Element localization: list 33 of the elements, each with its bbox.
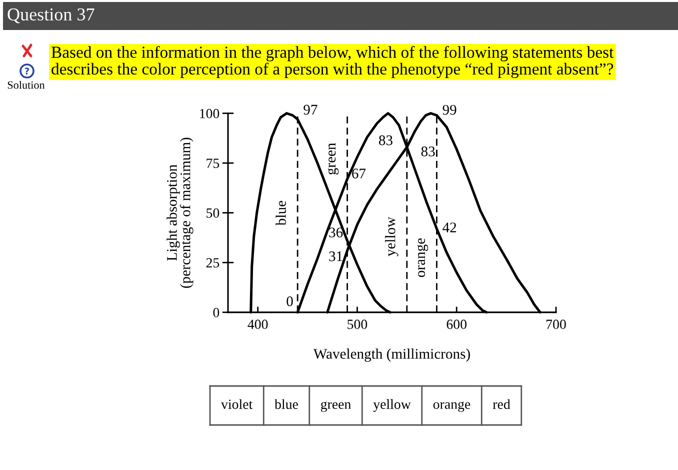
annotation: 42 [442,222,456,232]
x-tick-label: 600 [446,320,466,330]
text: red [492,399,510,409]
text: yellow [373,399,411,412]
y-axis-title: Light absorption (percentage of maximum) [166,138,194,288]
chart-subtitle: Based on the information in the graph below, which of the following statements best describes the color perception of a person with the phenotype “red pigment absent”? [51,46,614,78]
annotation: 67 [352,168,366,178]
y-tick-label: 25 [206,258,220,268]
y-tick-label: 100 [200,108,220,118]
text: orange [433,402,470,412]
ref-line-label: blue [276,200,286,226]
annotation: 97 [304,104,318,115]
x-axis-title: Wavelength (millimicrons) [313,348,470,362]
annotation: 99 [442,104,456,115]
text: green [320,402,351,412]
x-tick-label: 500 [348,320,368,330]
text: violet [221,399,253,409]
y-tick-label: 75 [206,158,220,168]
y-tick-label: 0 [213,308,220,318]
ref-line-label: orange [417,238,428,277]
text: blue [274,399,298,409]
annotation: 36 [329,228,343,238]
annotation: 0 [286,296,293,306]
annotation: 83 [378,135,392,146]
annotation: 31 [329,251,342,262]
text: Question 37 [8,8,94,24]
ref-line-label: yellow [385,216,398,256]
ref-line-label: green [328,142,339,175]
text: Solution [8,80,45,89]
annotation: 83 [421,146,435,156]
y-tick-label: 50 [206,208,220,218]
x-tick-label: 400 [248,320,268,330]
x-tick-label: 700 [546,320,566,330]
